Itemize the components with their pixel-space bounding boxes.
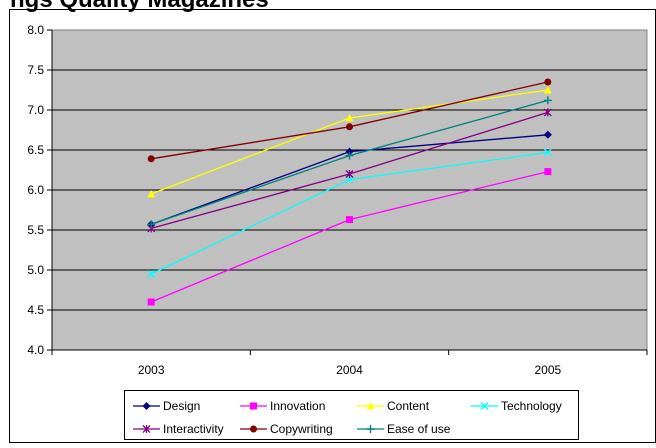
data-point-technology	[543, 148, 552, 157]
y-tick-label: 5.5	[27, 223, 44, 237]
legend-marker-interactivity	[142, 425, 151, 433]
legend-label-interactivity: Interactivity	[163, 422, 224, 436]
y-tick-label: 4.0	[27, 343, 44, 357]
series-interactivity	[147, 108, 552, 233]
y-tick-label: 6.5	[27, 143, 44, 157]
x-tick-label: 2005	[534, 363, 561, 377]
data-point-ease-of-use	[543, 96, 552, 105]
data-point-interactivity	[543, 108, 552, 117]
series-ease-of-use	[147, 96, 552, 229]
legend-marker-innovation	[250, 402, 257, 410]
series-technology	[147, 148, 552, 278]
legend-item-interactivity: Interactivity	[133, 422, 224, 436]
data-point-content	[345, 114, 354, 122]
legend-marker-technology	[480, 402, 489, 410]
data-point-interactivity	[345, 170, 354, 178]
y-axis: 4.0 4.5 5.0 5.5 6.0 6.5 7.0 7.5 8.0	[27, 23, 53, 357]
legend-marker-copywriting	[250, 425, 257, 433]
series-innovation	[147, 168, 552, 306]
data-point-innovation	[147, 298, 155, 306]
data-point-design	[543, 130, 552, 139]
legend-label-innovation: Innovation	[270, 399, 325, 413]
x-axis: 2003 2004 2005	[51, 349, 648, 377]
legend-marker-ease-of-use	[366, 425, 375, 433]
series-layer	[147, 78, 552, 306]
y-tick-label: 7.0	[27, 103, 44, 117]
data-point-copywriting	[544, 78, 552, 86]
data-point-technology	[345, 175, 354, 184]
legend: Design Innovation Content Technology Interac…	[133, 399, 562, 436]
series-copywriting	[147, 78, 552, 163]
y-tick-label: 8.0	[27, 23, 44, 37]
legend-label-copywriting: Copywriting	[270, 422, 333, 436]
series-content	[147, 86, 552, 198]
y-tick-label: 6.0	[27, 183, 44, 197]
data-point-ease-of-use	[345, 151, 354, 160]
legend-label-content: Content	[387, 399, 430, 413]
legend-marker-design	[142, 402, 151, 410]
chart-title: ngs Quality Magazines	[10, 0, 269, 14]
data-point-copywriting	[346, 123, 353, 131]
y-tick-label: 7.5	[27, 63, 44, 77]
legend-item-technology: Technology	[471, 399, 562, 413]
y-tick-label: 4.5	[27, 303, 44, 317]
data-point-copywriting	[147, 155, 155, 163]
legend-item-content: Content	[357, 399, 430, 413]
data-point-content	[543, 86, 552, 94]
legend-label-design: Design	[163, 399, 200, 413]
data-point-innovation	[544, 168, 552, 176]
legend-item-innovation: Innovation	[240, 399, 325, 413]
x-tick-label: 2004	[336, 363, 363, 377]
x-tick-label: 2003	[138, 363, 165, 377]
legend-item-ease-of-use: Ease of use	[357, 422, 451, 436]
legend-item-copywriting: Copywriting	[240, 422, 333, 436]
data-point-content	[147, 190, 156, 198]
legend-marker-content	[366, 402, 375, 410]
y-tick-label: 5.0	[27, 263, 44, 277]
data-point-technology	[147, 270, 156, 278]
legend-label-ease-of-use: Ease of use	[387, 422, 451, 436]
legend-label-technology: Technology	[501, 399, 562, 413]
legend-item-design: Design	[133, 399, 200, 413]
data-point-ease-of-use	[147, 220, 156, 229]
data-point-innovation	[346, 216, 353, 224]
legend-box	[124, 390, 579, 440]
